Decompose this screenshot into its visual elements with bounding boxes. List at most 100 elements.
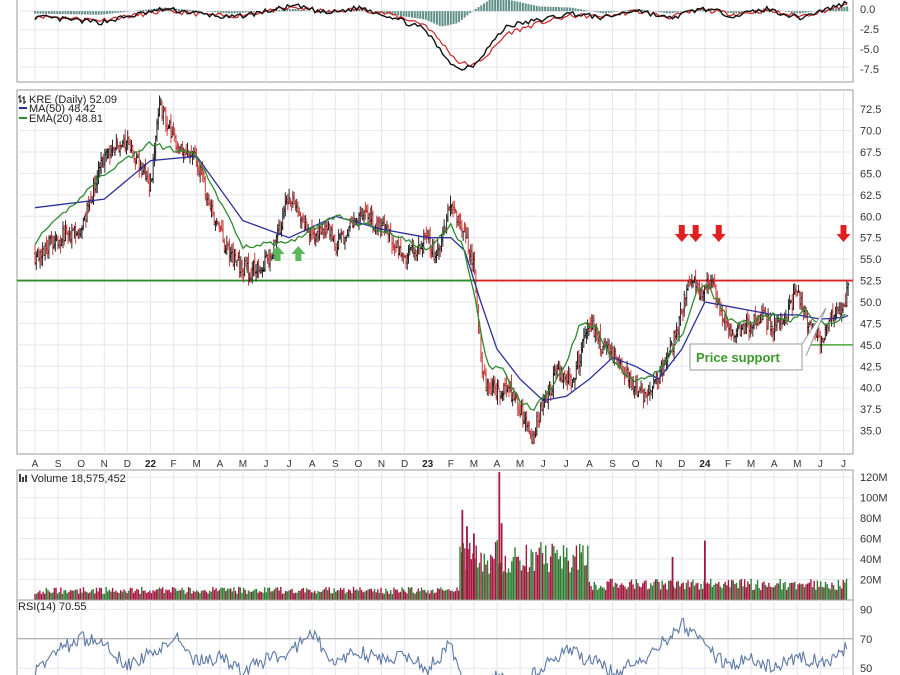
price-panel: Price support KRE (Daily) 52.09 MA(50) 4… [16,89,881,470]
price-xtick: N [378,459,385,470]
price-xtick: M [470,459,478,470]
ohlc-bar [165,115,169,136]
ohlc-bar [162,105,165,125]
price-ytick: 62.5 [860,190,881,202]
price-xtick: 22 [145,459,157,470]
rsi-legend-label: RSI(14) 70.55 [18,601,86,613]
down-arrow [674,225,689,242]
macd-ytick: -2.5 [860,24,879,36]
price-support-label: Price support [696,350,780,365]
ema20-legend-label: EMA(20) 48.81 [29,113,103,125]
ohlc-bar [270,253,273,261]
volume-legend-icon [19,474,27,482]
volume-yaxis: 120M 100M 80M 60M 40M 20M [860,472,888,586]
price-ytick: 52.5 [860,276,881,288]
price-xtick: J [818,459,823,470]
price-xtick: A [309,459,316,470]
ohlc-bar [394,240,398,254]
ohlc-bar [460,220,464,238]
rsi-ytick: 50 [860,663,872,675]
volume-ytick: 20M [860,575,881,587]
macd-ytick: -7.5 [860,64,879,76]
price-yaxis: 72.5 70.0 67.5 65.0 62.5 60.0 57.5 55.0 52.5 50.0… [860,104,881,437]
price-xtick: J [841,459,846,470]
ohlc-bar [473,251,476,275]
price-ytick: 37.5 [860,404,881,416]
price-xtick: O [77,459,85,470]
ohlc-bar [670,340,673,346]
volume-ytick: 100M [860,493,888,505]
ohlc-bar [846,282,850,297]
up-arrow [291,246,306,261]
price-xtick: J [564,459,569,470]
down-arrow [836,225,851,242]
price-xtick: 23 [422,459,434,470]
macd-signal-line [34,3,848,67]
ohlc-bar [614,348,617,360]
ohlc-bar [766,308,770,330]
ohlc-bar [646,389,649,405]
price-xtick: A [216,459,223,470]
price-xtick: A [771,459,778,470]
price-xtick: J [264,459,269,470]
ohlc-bar [70,223,74,249]
rsi-line [34,617,848,675]
down-arrow [711,225,726,242]
ohlc-bar [669,337,672,355]
ohlc-bar [770,321,774,338]
price-xtick: O [355,459,363,470]
price-xtick: J [287,459,292,470]
ohlc-bar [454,208,457,213]
macd-panel: 0.0 -2.5 -5.0 -7.5 [16,0,879,83]
ohlc-bar [345,235,348,242]
ohlc-bar [159,97,162,106]
price-xtick: 24 [699,459,711,470]
price-ytick: 72.5 [860,104,881,116]
volume-ytick: 120M [860,472,888,484]
price-xtick: N [101,459,108,470]
volume-ytick: 40M [860,554,881,566]
ohlc-bar [683,290,686,317]
price-xtick: O [632,459,640,470]
price-xtick: D [124,459,131,470]
rsi-plot-area [16,599,854,675]
volume-bars [34,472,848,600]
price-ytick: 60.0 [860,211,881,223]
price-xtick: F [448,459,454,470]
volume-plot-area [16,469,854,601]
price-xtick: A [494,459,501,470]
price-ytick: 47.5 [860,318,881,330]
ohlc-bar [169,114,173,144]
ohlc-bar [186,142,189,157]
macd-ytick: 0.0 [860,4,875,16]
price-ytick: 40.0 [860,383,881,395]
ohlc-bar [807,322,810,335]
volume-gridlines [17,470,853,600]
price-xtick: F [171,459,177,470]
ohlc-bar [257,258,260,279]
price-ytick: 35.0 [860,426,881,438]
ohlc-bar [760,305,763,323]
price-xtick: N [655,459,662,470]
volume-ytick: 60M [860,534,881,546]
price-xtick: M [239,459,247,470]
volume-panel: Volume 18,575,452 120M 100M 80M 60M 40M 20M [16,469,888,601]
volume-legend-label: Volume 18,575,452 [31,473,126,485]
price-xtick: S [332,459,339,470]
rsi-panel: RSI(14) 70.55 90 70 50 [16,599,872,675]
price-legend-title: KRE (Daily) 52.09 [29,94,117,106]
ohlc-bar [573,378,577,390]
price-xtick: S [609,459,616,470]
price-ytick: 50.0 [860,297,881,309]
price-xtick: M [193,459,201,470]
price-ytick: 55.0 [860,254,881,266]
volume-ytick: 80M [860,513,881,525]
price-ytick: 67.5 [860,147,881,159]
up-arrow [270,246,285,261]
ohlc-bar [327,220,330,231]
signal-arrows [270,225,851,261]
ohlc-bar [538,412,541,428]
price-ohlc-bars [33,95,850,445]
ma50-legend-label: MA(50) 48.42 [29,103,96,115]
